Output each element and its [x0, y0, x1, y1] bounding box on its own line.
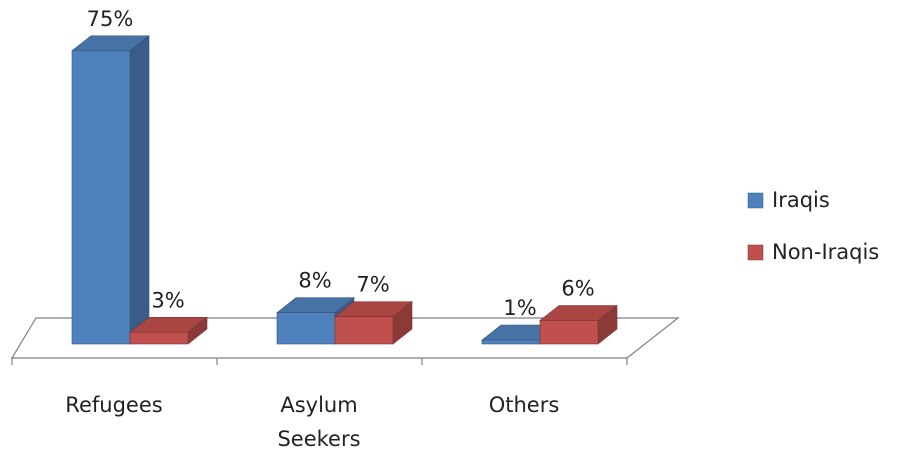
- chart-bars: [71, 35, 618, 345]
- bar-front-iraqis-1: [276, 312, 336, 345]
- data-label-iraqis-0: 75%: [87, 7, 134, 31]
- data-label-iraqis-1: 8%: [298, 269, 331, 293]
- bar-front-non-iraqis-1: [334, 316, 394, 345]
- legend-label-non-iraqis: Non-Iraqis: [772, 240, 879, 264]
- category-label-refugees: Refugees: [65, 393, 162, 417]
- data-label-non-iraqis-1: 7%: [356, 273, 389, 297]
- chart-labels: 75% 8% 1% 3% 7% 6% Refugees Asylum Seekers Others: [65, 7, 594, 450]
- legend-swatch-iraqis: [747, 192, 764, 209]
- bar-front-iraqis-0: [71, 50, 131, 345]
- chart-axis: [11, 358, 628, 365]
- bar-front-non-iraqis-0: [129, 331, 189, 345]
- data-label-non-iraqis-2: 6%: [561, 277, 594, 301]
- data-label-iraqis-2: 1%: [503, 296, 536, 320]
- category-label-others: Others: [489, 393, 560, 417]
- bar-side-iraqis-0: [129, 35, 150, 345]
- legend-swatch-non-iraqis: [747, 244, 764, 261]
- chart-legend: Iraqis Non-Iraqis: [747, 188, 879, 264]
- bar-front-non-iraqis-2: [539, 320, 599, 345]
- legend-label-iraqis: Iraqis: [772, 188, 830, 212]
- bar-front-iraqis-2: [481, 339, 541, 345]
- data-label-non-iraqis-0: 3%: [151, 288, 184, 312]
- category-label-asylum-seekers: Asylum Seekers: [277, 393, 360, 450]
